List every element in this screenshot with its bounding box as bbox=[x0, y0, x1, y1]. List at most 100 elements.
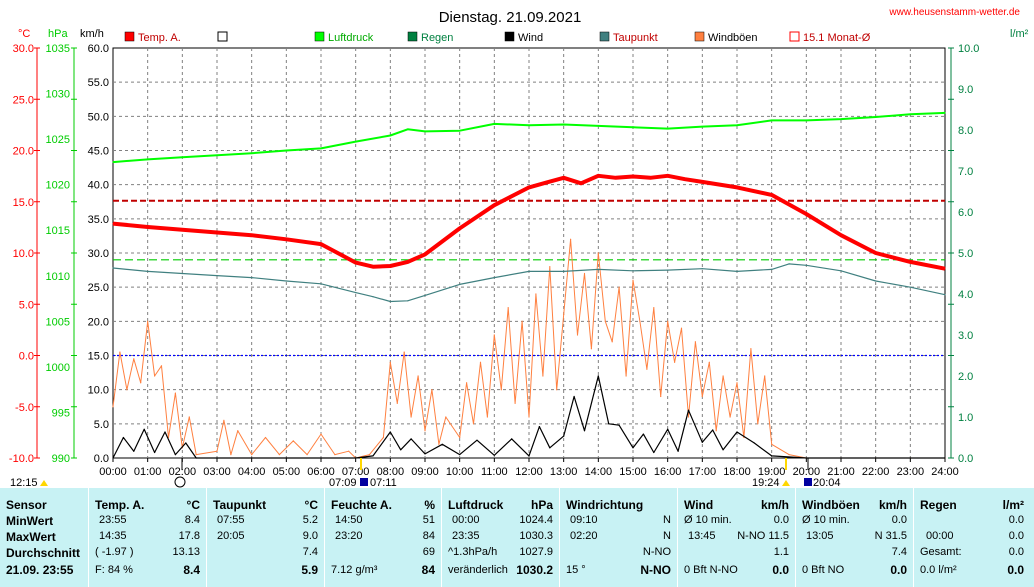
moonset-icon bbox=[804, 478, 812, 486]
data-point bbox=[642, 433, 645, 435]
data-point bbox=[528, 270, 530, 272]
data-point bbox=[140, 382, 142, 384]
rain-tick-label: 6.0 bbox=[958, 207, 973, 219]
wind-tick-label: 35.0 bbox=[88, 214, 109, 226]
data-point bbox=[840, 270, 842, 272]
data-point bbox=[667, 128, 669, 130]
humidity-min-time: 14:50 bbox=[335, 514, 363, 526]
data-point bbox=[476, 439, 478, 441]
data-point bbox=[174, 454, 176, 456]
data-point bbox=[407, 300, 409, 302]
humidity-min-value: 51 bbox=[422, 514, 435, 526]
data-point bbox=[684, 178, 686, 180]
dew-min-value: 5.2 bbox=[302, 514, 318, 526]
legend-label: Luftdruck bbox=[328, 32, 374, 44]
data-point bbox=[237, 430, 239, 432]
data-point bbox=[355, 457, 357, 459]
winddir-header: Windrichtung bbox=[566, 498, 644, 512]
data-point bbox=[493, 204, 495, 206]
data-point bbox=[521, 320, 523, 322]
wind-tick-label: 40.0 bbox=[88, 180, 109, 192]
rain-max-value: 0.0 bbox=[1008, 530, 1024, 542]
data-point bbox=[701, 441, 703, 443]
data-point bbox=[251, 152, 253, 154]
data-point bbox=[334, 454, 336, 456]
data-point bbox=[355, 262, 357, 264]
data-point bbox=[320, 283, 322, 285]
data-point bbox=[400, 449, 402, 451]
data-point bbox=[424, 294, 426, 296]
temp-max-time: 14:35 bbox=[99, 530, 127, 542]
pressure-column: Luftdruck hPa 00:00 1024.4 23:35 1030.3 … bbox=[442, 488, 559, 587]
data-point bbox=[154, 375, 156, 377]
data-point bbox=[285, 149, 287, 152]
pressure-unit: hPa bbox=[530, 498, 553, 512]
winddir-current: N-NO bbox=[640, 563, 671, 577]
data-point bbox=[909, 286, 911, 288]
data-point bbox=[570, 238, 572, 240]
wind-column: Wind km/h Ø 10 min. 0.0 13:45 N-NO 11.5 … bbox=[678, 488, 795, 587]
pressure-tick-label: 1020 bbox=[46, 180, 70, 192]
data-point bbox=[528, 416, 530, 418]
data-point bbox=[389, 265, 391, 267]
temp-avg-value: 13.13 bbox=[172, 546, 200, 558]
x-tick-label: 03:00 bbox=[203, 466, 231, 478]
wind-tick-label: 30.0 bbox=[88, 248, 109, 260]
data-point bbox=[667, 269, 669, 271]
pressure-tick-label: 1035 bbox=[46, 43, 70, 55]
data-point bbox=[133, 358, 135, 360]
data-point bbox=[181, 156, 183, 158]
data-point bbox=[687, 416, 690, 418]
data-point bbox=[122, 436, 124, 439]
data-point bbox=[500, 389, 502, 391]
wind-max-value: N-NO 11.5 bbox=[737, 530, 789, 542]
data-point bbox=[667, 175, 669, 177]
wind-avg10-label: Ø 10 min. bbox=[684, 514, 732, 526]
sunset-icon bbox=[782, 480, 790, 486]
rain-column: Regen l/m² 0.0 00:00 0.0 Gesamt: 0.0 0.0… bbox=[914, 488, 1024, 587]
pressure-max-time: 23:35 bbox=[452, 530, 480, 542]
x-tick-label: 01:00 bbox=[134, 466, 162, 478]
pressure-tick-label: 1015 bbox=[46, 225, 70, 237]
data-point bbox=[320, 457, 322, 459]
data-point bbox=[403, 351, 405, 353]
data-point bbox=[372, 296, 374, 298]
temp-tick-label: 25.0 bbox=[13, 94, 34, 106]
data-point bbox=[608, 423, 610, 425]
legend-label: Regen bbox=[421, 32, 453, 44]
data-point bbox=[493, 334, 495, 336]
data-point bbox=[805, 213, 807, 215]
data-point bbox=[632, 279, 634, 281]
data-point bbox=[372, 455, 374, 457]
x-tick-label: 11:00 bbox=[481, 466, 508, 478]
data-point bbox=[701, 126, 703, 128]
data-point bbox=[632, 126, 634, 128]
data-point bbox=[147, 158, 149, 160]
data-point bbox=[147, 270, 149, 272]
data-point bbox=[729, 416, 731, 418]
data-point bbox=[164, 431, 166, 433]
data-point bbox=[771, 268, 773, 270]
data-point bbox=[514, 402, 516, 404]
legend-swatch bbox=[504, 31, 515, 42]
temp-tick-label: 5.0 bbox=[19, 299, 34, 311]
pressure-min-time: 00:00 bbox=[452, 514, 480, 526]
gusts-avg10-value: 0.0 bbox=[891, 514, 907, 526]
winddir-degrees: 15 ° bbox=[566, 564, 586, 576]
data-point bbox=[112, 223, 114, 225]
data-point bbox=[677, 450, 679, 452]
rain-tick-label: 1.0 bbox=[958, 412, 973, 424]
data-point bbox=[771, 119, 773, 121]
data-point bbox=[694, 341, 697, 343]
x-tick-label: 07:00 bbox=[342, 466, 370, 478]
data-point bbox=[112, 406, 114, 408]
pressure-avg-value: 1027.9 bbox=[519, 546, 553, 558]
data-point bbox=[736, 124, 738, 126]
data-point bbox=[805, 264, 807, 266]
data-point bbox=[771, 443, 773, 445]
data-point bbox=[573, 395, 575, 398]
rain-tick-label: 5.0 bbox=[958, 248, 973, 260]
data-point bbox=[160, 365, 163, 367]
data-point bbox=[348, 450, 350, 452]
data-point bbox=[909, 457, 911, 459]
